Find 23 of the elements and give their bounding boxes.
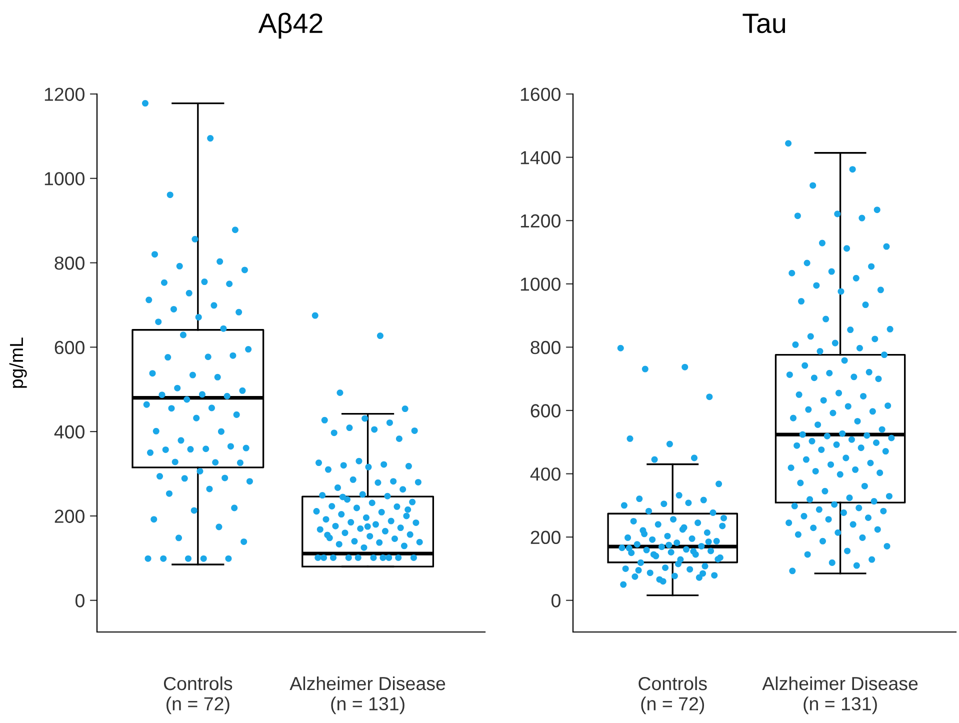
x-tick-label: Alzheimer Disease (n = 131) [290,676,446,714]
x-tick-label: Alzheimer Disease (n = 131) [762,676,918,714]
y-tick-label: 1200 [520,214,560,228]
y-axis-title: pg/mL [9,338,27,388]
y-tick-label: 600 [530,404,560,418]
y-tick-label: 600 [54,340,84,354]
y-tick-label: 400 [54,425,84,439]
x-tick-label: Controls (n = 72) [164,676,232,714]
y-tick-label: 1600 [520,88,560,101]
y-tick-label: 1200 [44,88,84,101]
y-tick-label: 400 [530,467,560,481]
y-tick-label: 1000 [520,278,560,291]
y-tick-label: 1400 [520,150,560,164]
y-tick-label: 1000 [44,172,84,186]
y-tick-label: 200 [530,530,560,544]
chart-title: Tau [742,14,786,34]
chart-title: Aβ42 [258,12,322,39]
y-tick-label: 200 [54,510,84,523]
x-tick-label: Controls (n = 72) [638,676,707,714]
y-tick-label: 0 [552,594,560,608]
y-tick-label: 0 [76,594,84,608]
y-tick-label: 800 [54,256,84,270]
y-tick-label: 800 [530,340,560,354]
